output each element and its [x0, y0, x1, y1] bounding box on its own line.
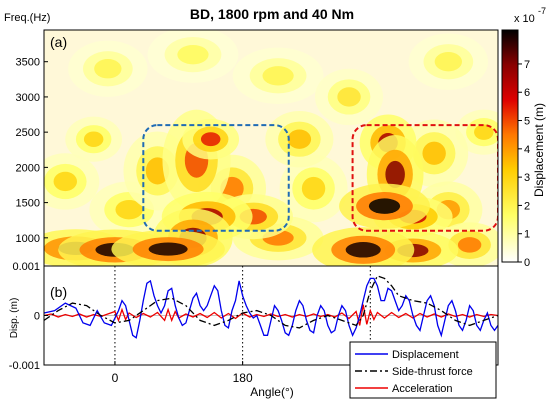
colorbar-tick-label: 6: [524, 87, 530, 99]
y-tick-label: 0.001: [12, 261, 40, 273]
chart-title: BD, 1800 rpm and 40 Nm: [190, 6, 354, 22]
legend-label: Acceleration: [392, 383, 453, 395]
line-plot-area: [44, 266, 498, 365]
heatmap-blob: [53, 171, 77, 192]
panel-a-label: (a): [50, 34, 67, 50]
heatmap-blob: [262, 66, 294, 86]
series-line-side-thrust-force: [44, 275, 498, 329]
heatmap-blob: [287, 129, 312, 149]
heatmap-blob: [474, 124, 494, 140]
colorbar-ticks: 0 1 2 3 4 5 6 7: [518, 59, 530, 269]
legend-label: Side-thrust force: [392, 366, 473, 378]
heatmap-blob: [94, 59, 122, 79]
heatmap-blob: [200, 132, 221, 147]
heatmap-blob: [368, 198, 401, 214]
y-tick-label: 3000: [16, 92, 40, 104]
y-tick-label: -0.001: [9, 360, 40, 372]
y-tick-label: 1500: [16, 198, 40, 210]
y-unit-label: Freq.(Hz): [4, 12, 50, 24]
heatmap-blob: [148, 242, 188, 256]
colorbar-tick-label: 5: [524, 116, 530, 128]
panel-a-y-axis: 1000 1500 2000 2500 3000 3500: [16, 57, 48, 245]
colorbar-label: Displacement (m): [532, 103, 546, 197]
colorbar-exponent: x 10: [514, 13, 535, 25]
y-tick-label: 1000: [16, 233, 40, 245]
panel-b-label: (b): [50, 284, 67, 300]
colorbar-tick-label: 0: [524, 257, 530, 269]
x-tick-label: 0: [112, 371, 119, 385]
heatmap-blob: [434, 52, 462, 72]
colorbar-tick-label: 1: [524, 229, 530, 241]
heatmap-blob: [337, 87, 361, 107]
y-tick-label: 2000: [16, 162, 40, 174]
x-tick-label: 180: [233, 371, 253, 385]
heatmap-area: [44, 30, 498, 266]
series-line-displacement: [44, 277, 498, 339]
y-tick-label: 0: [34, 311, 40, 323]
colorbar-tick-label: 2: [524, 200, 530, 212]
heatmap-blob: [177, 44, 209, 65]
heatmap-blob: [301, 176, 326, 201]
colorbar-exponent-power: -7: [538, 6, 546, 16]
heatmap-blob: [457, 237, 482, 253]
heatmap-blob: [115, 199, 143, 220]
colorbar-tick-label: 4: [524, 144, 530, 156]
colorbar-tick-label: 3: [524, 172, 530, 184]
legend-label: Displacement: [392, 349, 459, 361]
y-tick-label: 3500: [16, 57, 40, 69]
heatmap-blob: [385, 160, 405, 188]
colorbar: [501, 29, 519, 263]
heatmap-blob: [83, 131, 104, 147]
heatmap-blob: [345, 242, 381, 258]
x-axis-title: Angle(°): [250, 385, 293, 399]
panel-b-y-axis: -0.001 0 0.001: [9, 261, 48, 372]
y-tick-label: 2500: [16, 127, 40, 139]
y-axis-title: Disp. (m): [9, 298, 20, 339]
highlight-box: [351, 124, 498, 232]
heatmap-blob: [422, 141, 446, 165]
highlight-box: [142, 124, 290, 232]
colorbar-tick-label: 7: [524, 59, 530, 71]
legend: Displacement Side-thrust force Acceleratio…: [349, 341, 497, 399]
